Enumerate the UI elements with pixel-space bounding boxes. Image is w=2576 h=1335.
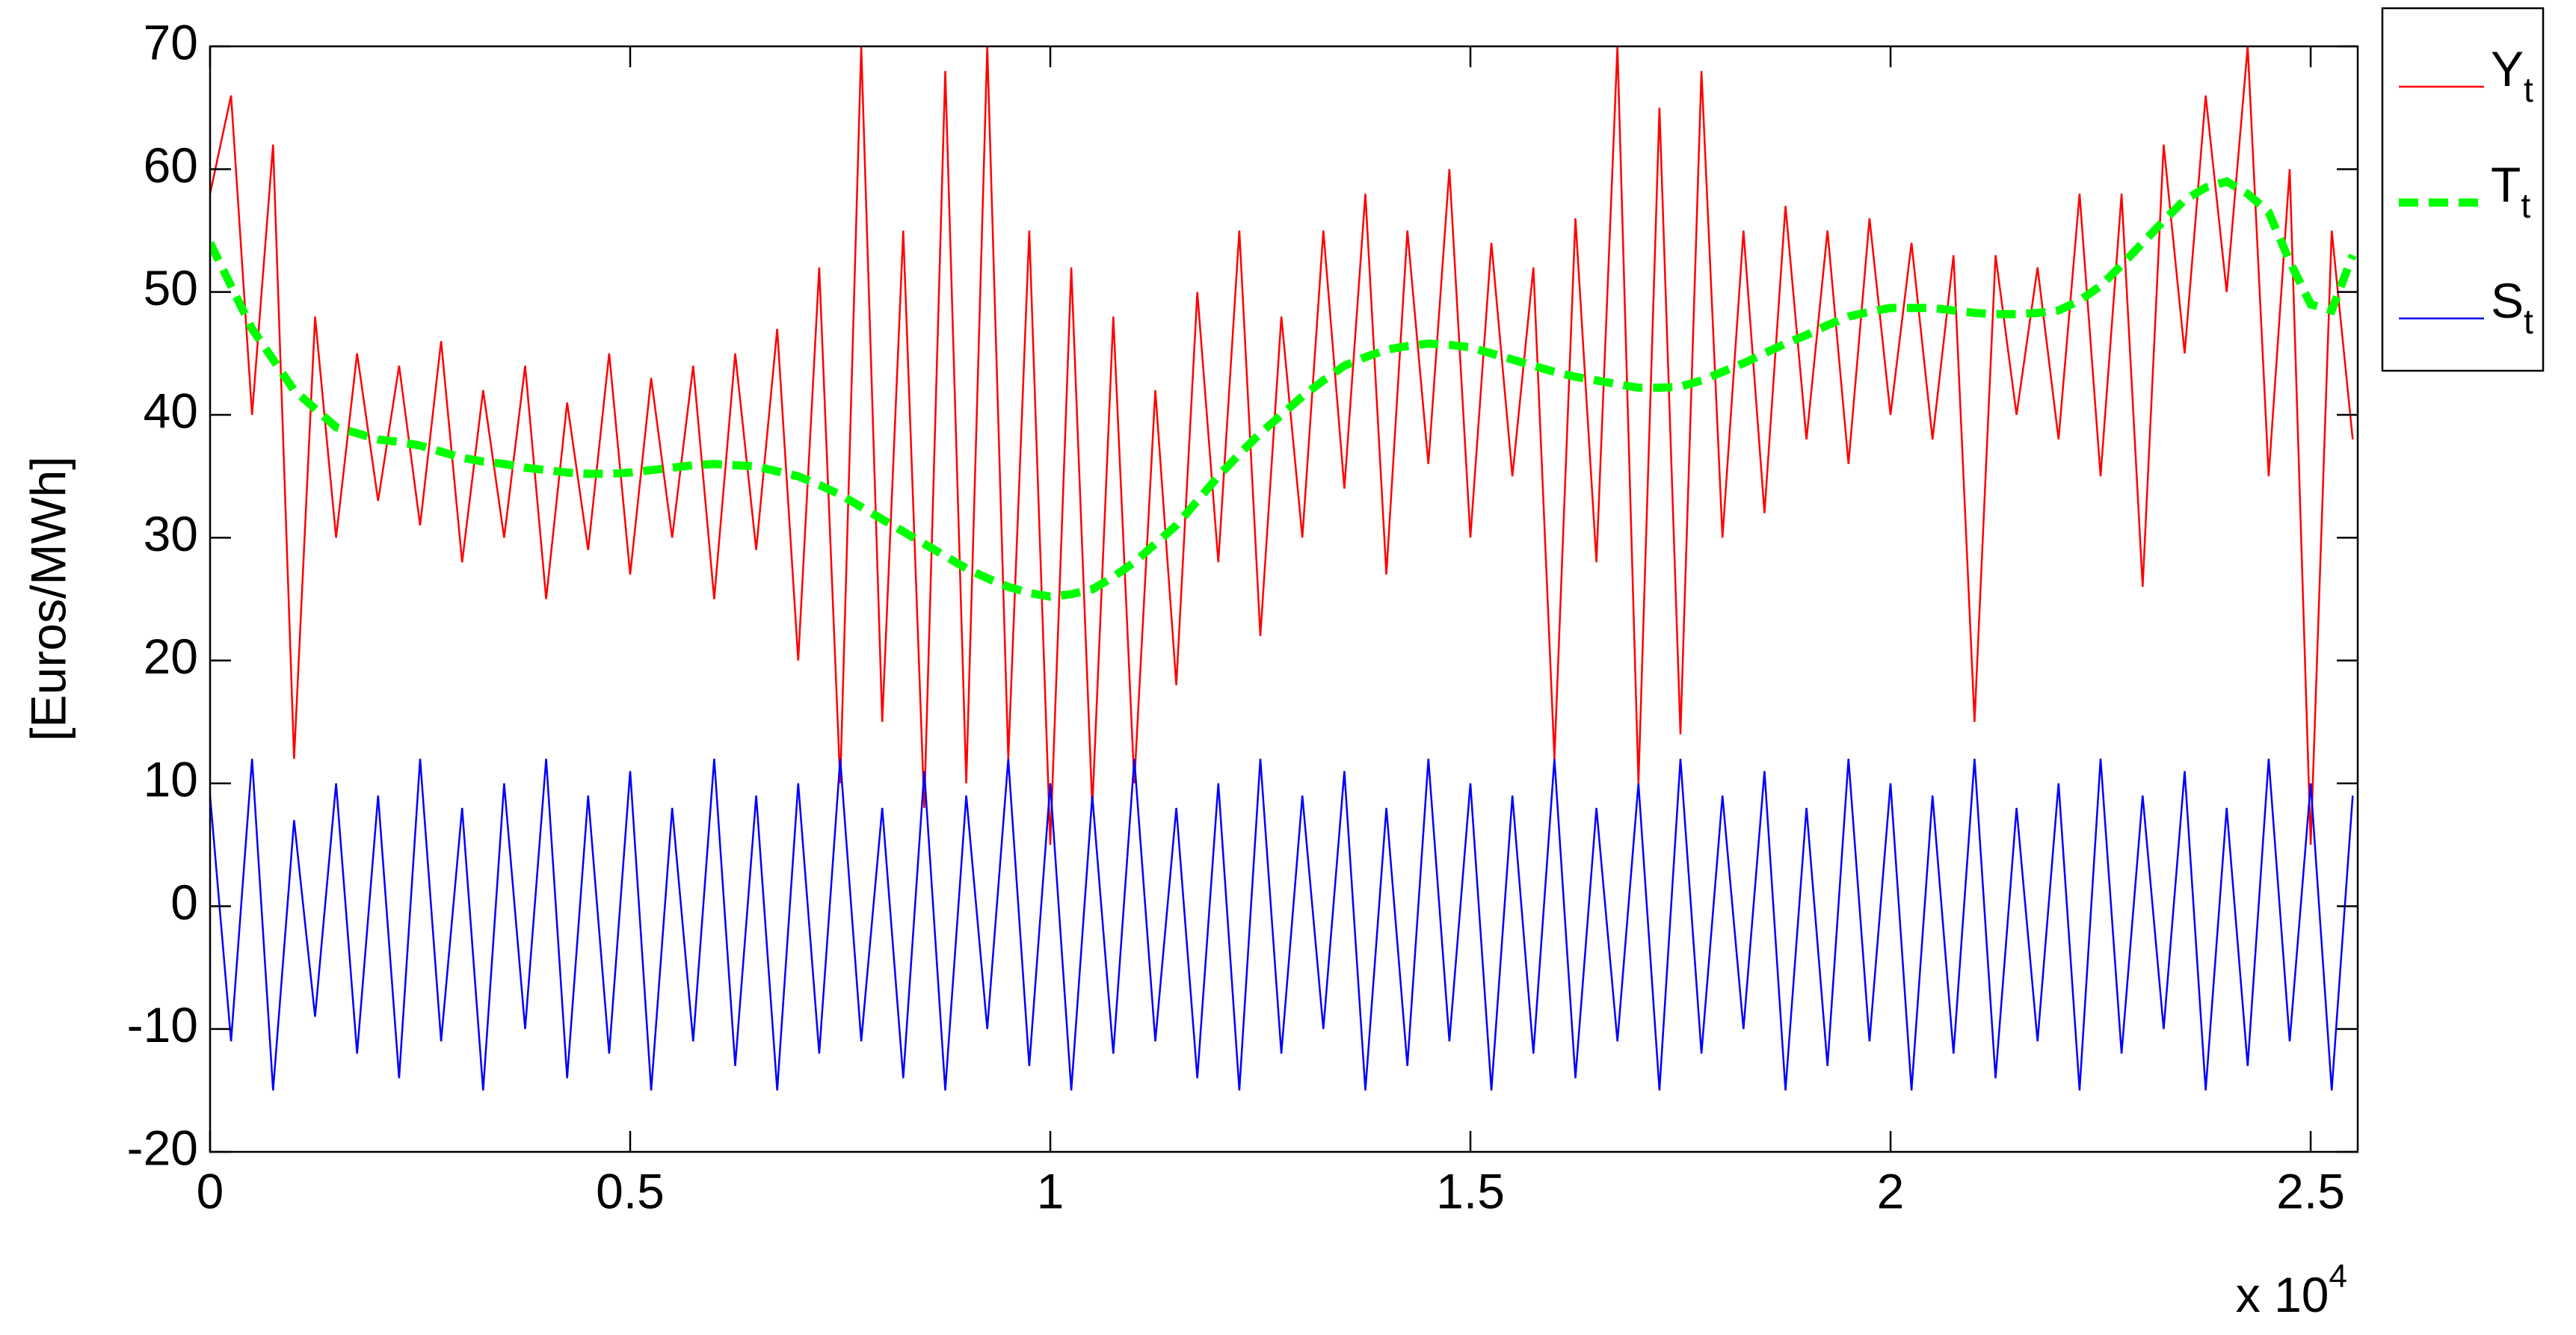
y-tick-label: 50 [144, 260, 198, 315]
series-line [210, 46, 2354, 845]
x-tick-label: 1 [1037, 1163, 1064, 1218]
y-axis-label: [Euros/MWh] [20, 456, 76, 741]
legend-box [2381, 7, 2545, 372]
series-line [210, 759, 2354, 1091]
legend-name: Y [2491, 41, 2524, 96]
legend-subscript: t [2524, 70, 2533, 109]
x-tick-label: 0 [197, 1163, 224, 1218]
y-tick-label: -20 [127, 1120, 198, 1175]
legend-label: Tt [2491, 157, 2530, 225]
y-tick-label: 30 [144, 506, 198, 561]
x-multiplier-base: x 10 [2236, 1267, 2329, 1322]
legend-name: T [2491, 157, 2521, 212]
x-multiplier: x 104 [2236, 1258, 2347, 1323]
plot-frame [209, 45, 2359, 1153]
legend-label: Yt [2491, 41, 2533, 109]
y-tick-label: 20 [144, 629, 198, 684]
x-tick-label: 2.5 [2276, 1163, 2345, 1218]
y-tick-label: 10 [144, 751, 198, 807]
y-tick-label: 0 [170, 875, 198, 930]
series-line [210, 176, 2357, 601]
x-tick-label: 2 [1877, 1163, 1905, 1218]
y-tick-label: 60 [144, 138, 198, 193]
y-tick-label: 40 [144, 383, 198, 438]
legend-subscript: t [2521, 186, 2530, 225]
x-tick-label: 1.5 [1436, 1163, 1505, 1218]
y-tick-label: 70 [144, 14, 198, 70]
x-tick-label: 0.5 [596, 1163, 665, 1218]
x-multiplier-exponent: 4 [2329, 1258, 2347, 1295]
legend-label: St [2491, 273, 2533, 341]
legend-subscript: t [2524, 302, 2533, 341]
legend-name: S [2491, 273, 2524, 328]
y-tick-label: -10 [127, 997, 198, 1052]
